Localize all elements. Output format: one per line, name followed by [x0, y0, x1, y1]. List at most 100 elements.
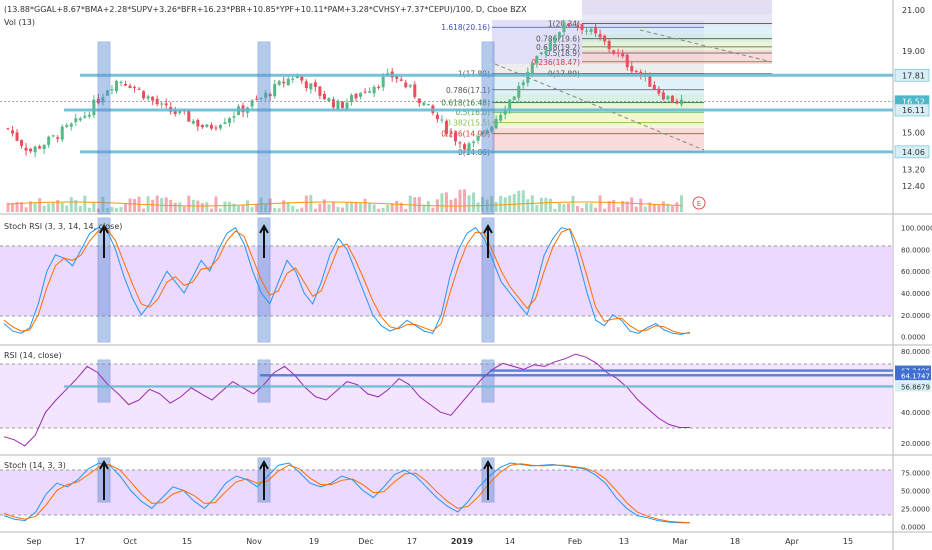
candle: [101, 97, 105, 103]
volume-bar: [408, 195, 412, 212]
volume-bar: [368, 203, 372, 212]
volume-bar: [42, 205, 46, 212]
candle: [322, 93, 326, 100]
earnings-event-marker[interactable]: [692, 196, 706, 210]
indicator-tick-label: 20.0000: [901, 312, 930, 320]
volume-bar: [643, 206, 647, 212]
x-tick-label: Oct: [123, 537, 137, 546]
volume-bar: [96, 208, 100, 212]
indicator-tick-label: 0.0000: [901, 523, 926, 531]
resistance-line: [80, 73, 893, 77]
volume-bar: [679, 195, 683, 212]
volume-bar: [313, 208, 317, 212]
volume-bar: [630, 197, 634, 212]
volume-bar: [259, 197, 263, 212]
volume-bar: [639, 198, 643, 212]
candle: [603, 35, 607, 42]
volume-bar: [386, 204, 390, 212]
trendline-lower[interactable]: [494, 63, 705, 151]
candle: [435, 114, 439, 120]
candle: [227, 118, 231, 123]
candle: [38, 146, 42, 149]
volume-bar: [151, 199, 155, 212]
volume-bar: [232, 203, 236, 212]
candle: [661, 92, 665, 100]
candle: [133, 87, 137, 89]
candle: [327, 98, 331, 102]
volume-bar: [340, 207, 344, 212]
x-tick-label: Feb: [568, 537, 582, 546]
volume-bar: [571, 195, 575, 212]
candle: [259, 97, 263, 99]
candle: [331, 99, 335, 108]
highlight-box-rsi: [481, 359, 495, 403]
volume-bar: [214, 196, 218, 212]
candle: [453, 132, 457, 142]
volume-bar: [304, 195, 308, 212]
candle: [96, 98, 100, 104]
candle: [336, 100, 340, 110]
volume-bar: [200, 203, 204, 212]
x-tick-label: 15: [182, 537, 192, 546]
candle: [187, 111, 191, 122]
price-tick-label: 15.00: [902, 129, 925, 138]
candle: [110, 89, 114, 91]
candle: [146, 96, 150, 99]
candle: [422, 102, 426, 106]
volume-bar: [359, 203, 363, 212]
candle: [494, 118, 498, 129]
volume-bar: [666, 203, 670, 212]
candle: [6, 128, 10, 130]
fib-retracement-upper[interactable]: [582, 0, 772, 64]
volume-bar: [634, 206, 638, 212]
volume-bar: [282, 200, 286, 212]
candle: [277, 81, 281, 85]
price-tick-label: 14.06: [902, 148, 925, 157]
candle: [440, 119, 444, 121]
volume-bar: [155, 195, 159, 212]
candle: [557, 32, 561, 39]
x-tick-label: 19: [309, 537, 319, 546]
candle: [255, 98, 259, 100]
volume-bar: [227, 202, 231, 212]
indicator-tick-label: 40.0000: [901, 290, 930, 298]
indicator-tick-label: 50.0000: [901, 487, 930, 495]
volume-bar: [458, 189, 462, 212]
candle: [368, 91, 372, 93]
fib-level-label: 0.382(15.5): [446, 118, 490, 127]
stoch-rsi-k-line: [3, 226, 691, 335]
volume-bar: [404, 208, 408, 212]
volume-bar: [517, 190, 521, 212]
candle: [481, 131, 485, 135]
fib-level-label: 0.236(18.47): [531, 58, 580, 67]
volume-bar: [295, 208, 299, 212]
candle: [268, 94, 272, 97]
candle: [634, 70, 638, 72]
volume-bar: [6, 202, 10, 212]
price-badge: [894, 103, 930, 117]
volume-bar: [381, 207, 385, 212]
candle: [426, 103, 430, 105]
volume-bar: [472, 192, 476, 212]
candle: [404, 82, 408, 88]
highlight-box-stoch-rsi: [257, 217, 271, 343]
stoch-rsi-d-line: [3, 228, 690, 334]
candle: [679, 99, 683, 105]
candle: [521, 82, 525, 86]
volume-bar: [178, 202, 182, 212]
volume-bar: [467, 195, 471, 212]
candle: [589, 28, 593, 32]
x-tick-label: 15: [843, 537, 853, 546]
candle: [286, 78, 290, 86]
volume-bar: [440, 193, 444, 212]
trendline-upper[interactable]: [639, 29, 773, 63]
candle: [666, 96, 670, 100]
volume-bar: [309, 195, 313, 212]
candle: [535, 55, 539, 64]
volume-bar: [399, 202, 403, 212]
volume-bar: [101, 196, 105, 212]
candle: [585, 30, 589, 32]
volume-bar: [494, 202, 498, 212]
volume-bar: [616, 207, 620, 212]
